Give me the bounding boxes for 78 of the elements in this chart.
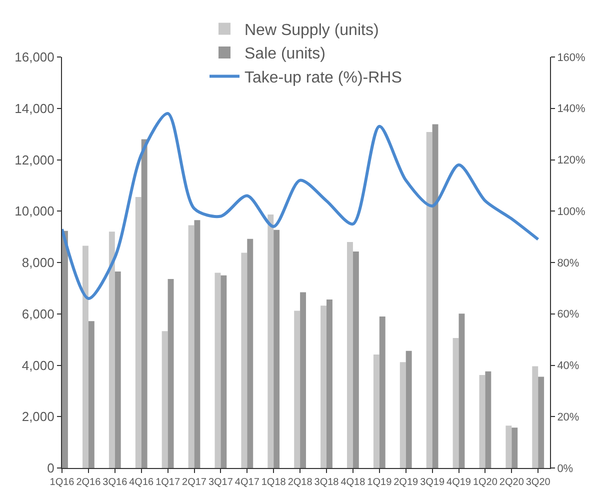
bar (352, 251, 359, 468)
y2-tick-label: 100% (557, 206, 586, 218)
bar (426, 132, 432, 468)
bar (432, 124, 438, 468)
x-tick-label: 2Q17 (182, 477, 207, 488)
y-tick-label: 2,000 (22, 409, 54, 424)
bar (512, 428, 518, 468)
bar (479, 375, 486, 468)
y-tick-label: 14,000 (14, 100, 54, 116)
legend-label: Take-up rate (%)-RHS (244, 70, 402, 87)
x-tick-label: 1Q20 (472, 477, 498, 488)
x-tick-label: 3Q20 (526, 477, 551, 488)
bar (188, 225, 194, 468)
x-tick-label: 4Q19 (446, 477, 472, 488)
bar (108, 232, 115, 468)
bar (135, 197, 142, 468)
line-series (62, 112, 540, 300)
bar (406, 350, 412, 468)
bar (452, 338, 459, 468)
bar (506, 426, 512, 468)
y2-tick-label: 40% (557, 360, 580, 372)
bar (214, 272, 221, 468)
bar (347, 242, 353, 468)
x-tick-label: 3Q16 (102, 477, 128, 488)
bar (274, 230, 280, 468)
bar (220, 275, 227, 468)
bar (82, 246, 88, 468)
bar (379, 316, 386, 468)
bar (62, 230, 68, 468)
bar (88, 321, 94, 468)
y-tick-label: 16,000 (14, 50, 54, 65)
x-tick-label: 2Q19 (394, 477, 419, 488)
bar (538, 376, 544, 468)
bar (458, 314, 465, 468)
bar (194, 220, 200, 468)
y2-tick-label: 160% (557, 52, 586, 64)
y2-tick-label: 120% (557, 154, 586, 167)
x-tick-label: 3Q18 (314, 477, 340, 488)
y-tick-label: 4,000 (22, 358, 54, 373)
y-tick-label: 6,000 (22, 306, 54, 322)
bar (268, 214, 274, 468)
x-tick-label: 3Q17 (208, 477, 234, 488)
y2-tick-label: 80% (557, 257, 580, 270)
bar (241, 252, 248, 468)
bar (114, 271, 121, 468)
bar (168, 278, 174, 468)
legend-label: Sale (units) (244, 46, 326, 63)
bar (141, 139, 148, 468)
legend-label: New Supply (units) (244, 22, 379, 39)
x-tick-label: 4Q16 (129, 477, 154, 488)
y-tick-label: 0 (47, 460, 54, 476)
bar (247, 238, 254, 468)
x-tick-label: 1Q19 (367, 477, 392, 488)
x-tick-label: 1Q17 (156, 477, 180, 488)
x-tick-label: 3Q19 (420, 477, 445, 488)
bar (485, 371, 492, 468)
y2-tick-label: 140% (557, 103, 586, 116)
x-tick-label: 1Q18 (261, 477, 286, 488)
bar (320, 306, 326, 468)
x-tick-label: 1Q16 (50, 477, 75, 488)
x-tick-label: 2Q16 (76, 477, 102, 488)
y-tick-label: 10,000 (14, 204, 54, 219)
x-tick-label: 4Q18 (340, 477, 366, 488)
bar (162, 331, 168, 468)
bar (300, 292, 306, 468)
y2-tick-label: 0% (557, 462, 574, 475)
bar (373, 354, 380, 468)
y2-tick-label: 60% (557, 308, 580, 321)
x-tick-label: 2Q20 (499, 477, 524, 488)
y-tick-label: 12,000 (14, 152, 54, 168)
bar (532, 366, 538, 468)
bar (294, 310, 300, 468)
x-tick-label: 2Q18 (288, 477, 313, 488)
bar (400, 362, 406, 468)
x-tick-label: 4Q17 (234, 477, 260, 488)
y2-tick-label: 20% (557, 411, 580, 424)
y-tick-label: 8,000 (22, 255, 54, 270)
bar (326, 299, 332, 468)
